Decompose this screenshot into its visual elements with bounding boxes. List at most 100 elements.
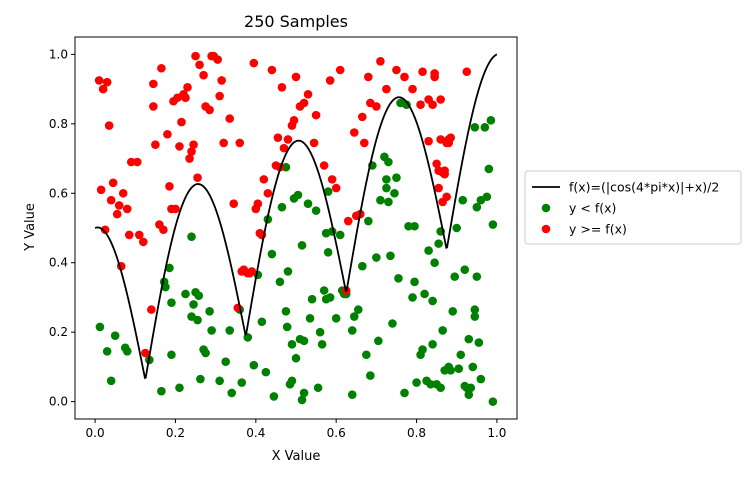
series-above-points — [94, 51, 472, 358]
scatter-point — [187, 147, 196, 156]
scatter-point — [249, 360, 259, 370]
scatter-point — [189, 140, 198, 149]
scatter-point — [287, 376, 297, 386]
y-tick-label: 0.8 — [49, 117, 68, 131]
scatter-point — [159, 225, 168, 235]
axes: 0.0 0.2 0.4 0.6 0.8 1.0 0.0 0.2 0.4 0.6 0.8 1.0 — [49, 36, 518, 440]
scatter-point — [376, 195, 385, 205]
scatter-point — [442, 192, 451, 202]
y-tick-label: 0.2 — [49, 325, 68, 339]
scatter-point — [181, 289, 190, 299]
scatter-point — [384, 157, 393, 167]
scatter-point — [165, 263, 174, 273]
scatter-point — [436, 383, 445, 393]
scatter-point — [191, 51, 200, 61]
scatter-point — [418, 67, 427, 77]
scatter-point — [167, 298, 176, 307]
scatter-point — [282, 322, 292, 332]
scatter-point — [147, 305, 156, 314]
scatter-point — [450, 272, 460, 281]
scatter-point — [331, 313, 341, 323]
scatter-point — [412, 378, 421, 387]
scatter-point — [305, 313, 315, 323]
scatter-point — [444, 138, 453, 148]
legend: f(x)=(|cos(4*pi*x)|+x)/2 y < f(x) y >= f(x… — [524, 170, 742, 245]
scatter-point — [141, 348, 150, 358]
scatter-point — [323, 248, 333, 257]
scatter-point — [424, 136, 433, 146]
scatter-point — [410, 277, 419, 287]
scatter-point — [434, 183, 443, 193]
scatter-point — [98, 84, 108, 94]
scatter-point — [307, 294, 317, 304]
scatter-point — [325, 76, 335, 85]
x-tick-label: 0.0 — [86, 426, 105, 440]
scatter-point — [237, 378, 247, 387]
scatter-point — [291, 353, 301, 363]
scatter-point — [229, 199, 239, 208]
scatter-point — [400, 72, 409, 82]
scatter-point — [253, 199, 263, 208]
y-tick-label: 1.0 — [49, 47, 68, 61]
scatter-point — [400, 388, 409, 398]
scatter-point — [215, 91, 224, 101]
legend-box — [524, 170, 742, 245]
scatter-point — [297, 241, 307, 250]
scatter-point — [319, 286, 329, 295]
scatter-point — [432, 159, 441, 169]
scatter-point — [335, 230, 345, 240]
scatter-point — [257, 317, 267, 327]
scatter-point — [247, 267, 257, 276]
scatter-point — [408, 84, 417, 94]
scatter-point — [454, 364, 464, 373]
scatter-point — [303, 90, 313, 99]
scatter-point — [474, 338, 484, 347]
scatter-point — [102, 346, 112, 356]
y-tick-label: 0.4 — [49, 256, 68, 270]
scatter-point — [283, 267, 293, 276]
x-tick-label: 0.6 — [327, 426, 346, 440]
x-tick-label: 0.4 — [246, 426, 265, 440]
scatter-point — [372, 102, 381, 111]
legend-label: f(x)=(|cos(4*pi*x)|+x)/2 — [569, 180, 719, 195]
scatter-point — [96, 185, 106, 195]
scatter-point — [126, 157, 136, 167]
scatter-point — [343, 216, 353, 226]
scatter-point — [227, 388, 237, 398]
scatter-point — [149, 102, 158, 111]
x-tick-label: 0.2 — [166, 426, 185, 440]
scatter-point — [189, 300, 198, 309]
scatter-point — [404, 221, 413, 231]
scatter-point — [364, 72, 373, 82]
scatter-point — [102, 77, 112, 87]
scatter-point — [388, 319, 397, 328]
scatter-point — [452, 223, 462, 233]
scatter-point — [215, 376, 224, 386]
scatter-point — [201, 348, 210, 358]
scatter-point — [394, 274, 403, 283]
scatter-point — [420, 289, 429, 299]
scatter-point — [205, 307, 214, 316]
legend-label: y >= f(x) — [569, 222, 627, 237]
legend-label: y < f(x) — [569, 201, 616, 216]
scatter-point — [149, 79, 158, 89]
y-tick-label: 0.6 — [49, 186, 68, 200]
scatter-point — [259, 175, 269, 184]
scatter-point — [171, 204, 180, 214]
scatter-point — [167, 350, 176, 360]
scatter-point — [317, 340, 327, 349]
scatter-point — [484, 164, 494, 174]
scatter-point — [309, 138, 319, 148]
scatter-point — [374, 336, 383, 346]
scatter-point — [132, 157, 142, 167]
scatter-point — [100, 225, 110, 235]
scatter-point — [315, 327, 325, 337]
scatter-point — [299, 336, 309, 346]
x-tick-label: 1.0 — [487, 426, 506, 440]
scatter-point — [416, 100, 425, 110]
scatter-point — [157, 386, 166, 396]
scatter-point — [185, 154, 194, 163]
scatter-point — [225, 326, 234, 335]
scatter-point — [313, 383, 323, 393]
